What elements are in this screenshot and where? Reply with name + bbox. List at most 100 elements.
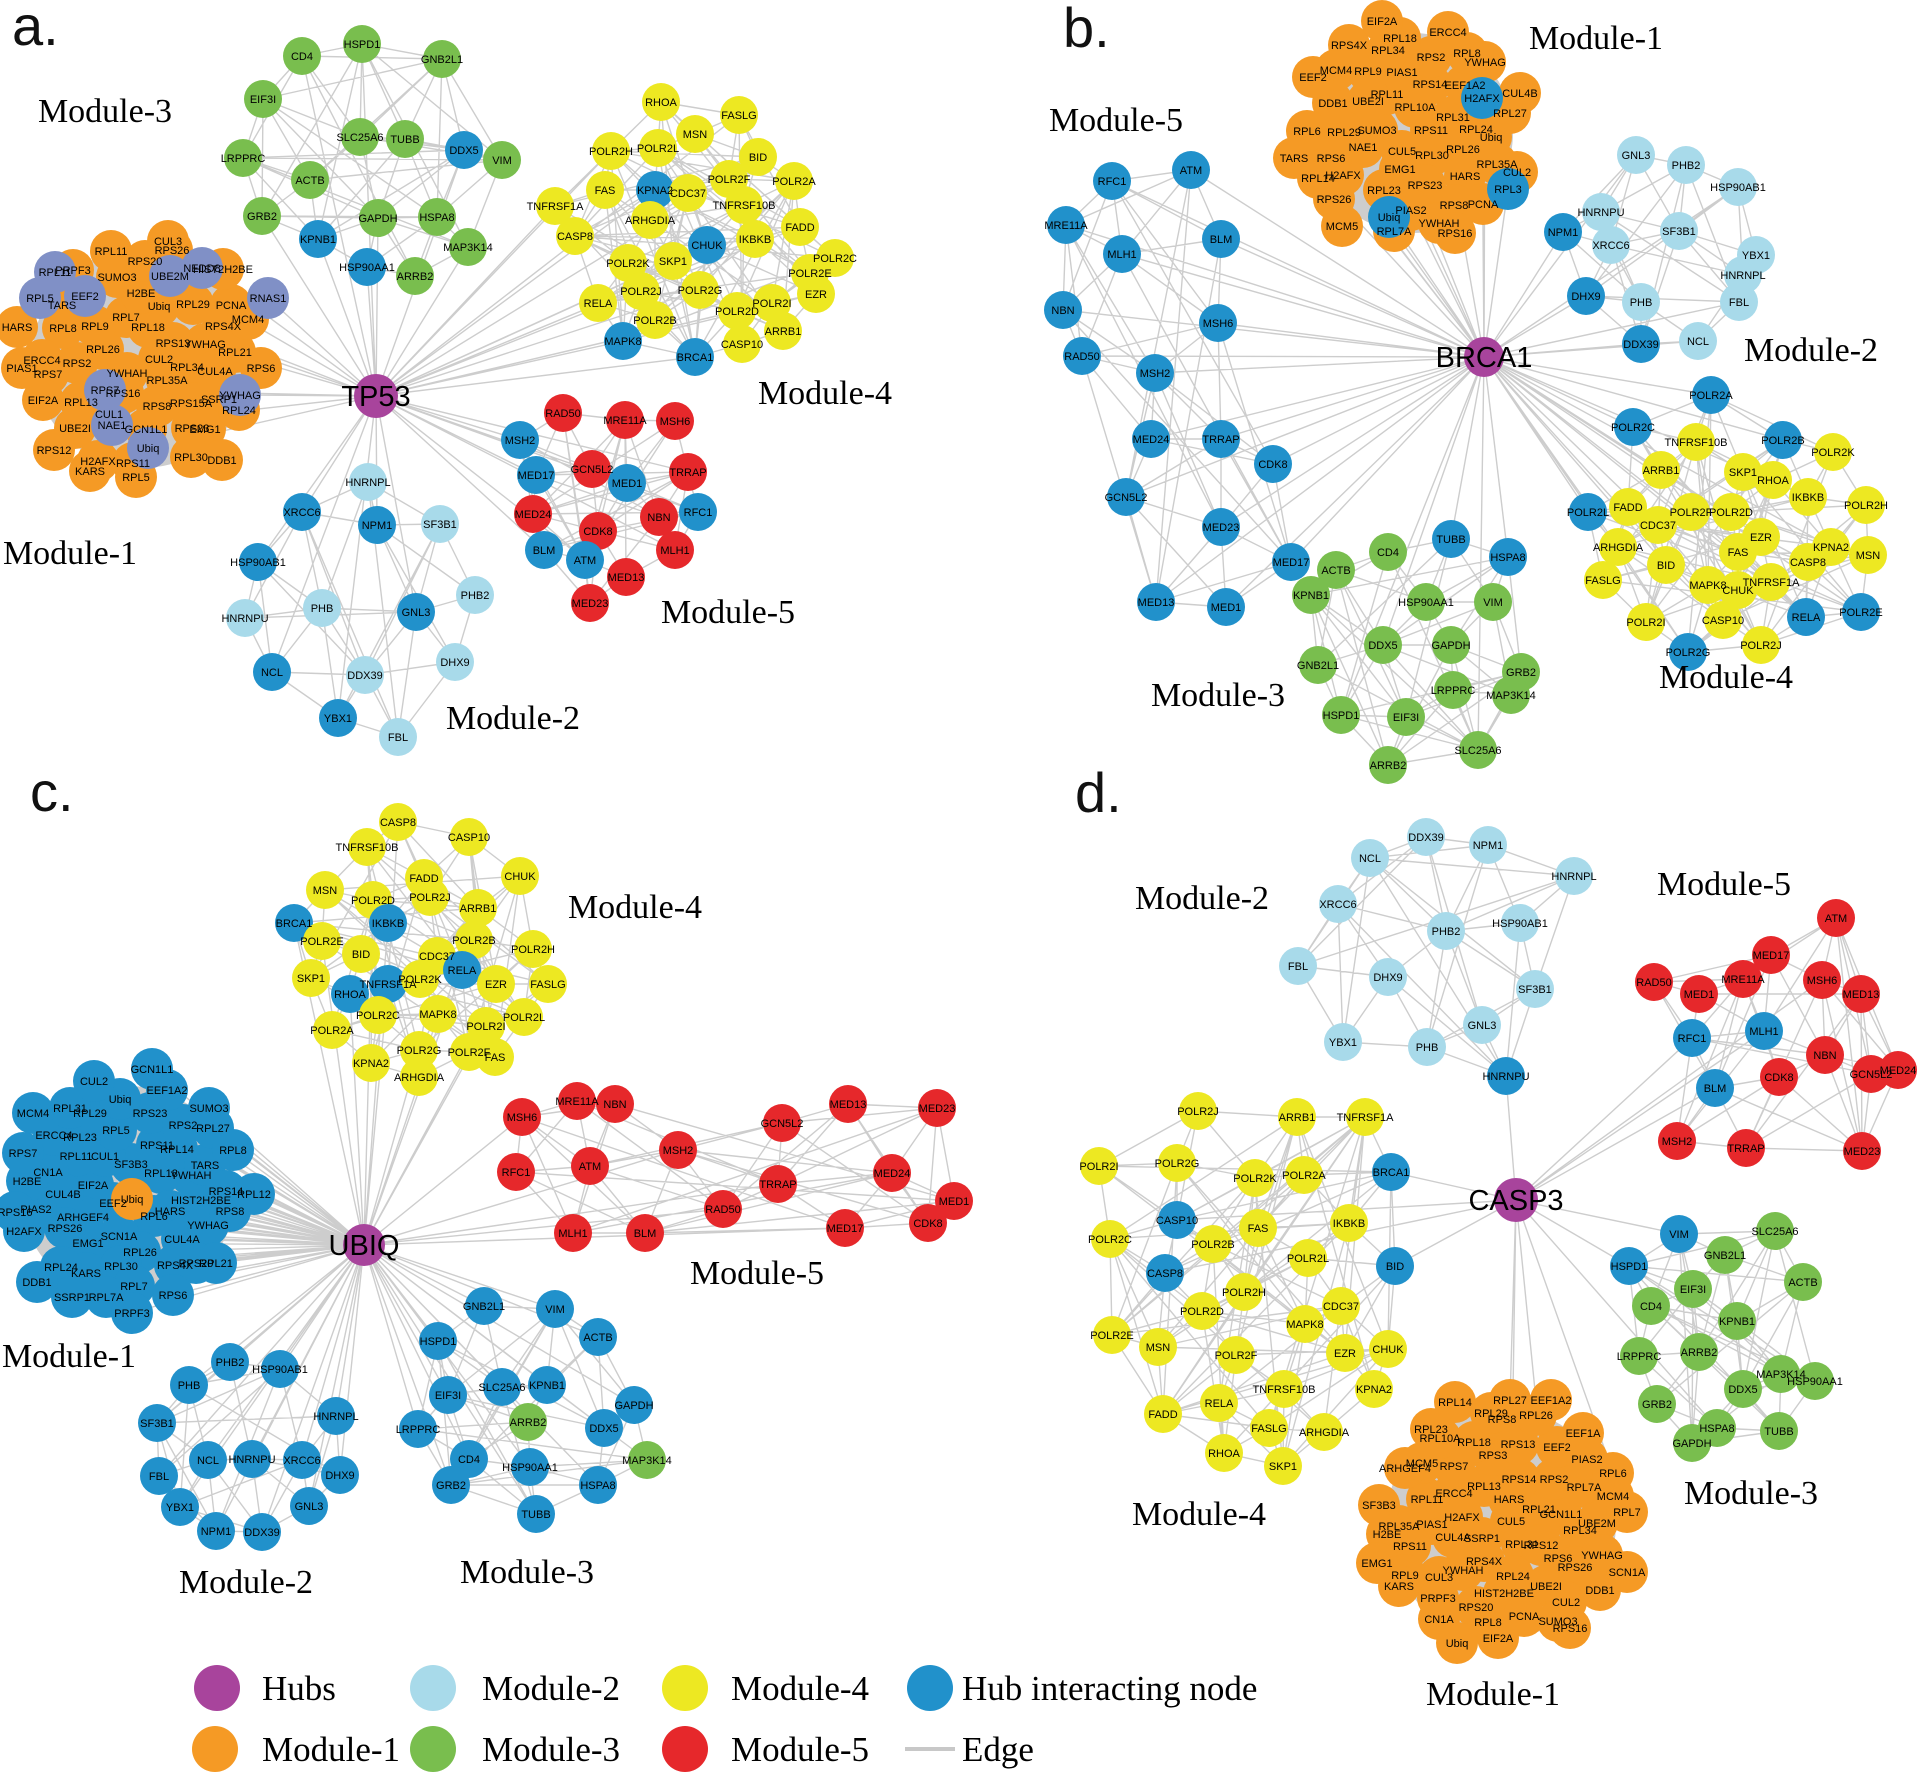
svg-text:GNB2L1: GNB2L1 [421,54,463,66]
svg-text:RPL24: RPL24 [1459,124,1493,136]
svg-text:FASLG: FASLG [1585,575,1620,587]
svg-text:Module-3: Module-3 [1684,1475,1818,1512]
svg-text:KPNA2: KPNA2 [1813,542,1849,554]
svg-text:POLR2L: POLR2L [1567,507,1609,519]
svg-text:MAPK8: MAPK8 [1286,1319,1323,1331]
svg-text:DHX9: DHX9 [1571,291,1600,303]
svg-text:SF3B1: SF3B1 [1518,984,1552,996]
svg-text:FADD: FADD [1613,502,1642,514]
svg-text:GNB2L1: GNB2L1 [1704,1250,1746,1262]
svg-text:YBX1: YBX1 [1742,250,1770,262]
svg-text:RPL13: RPL13 [1467,1481,1501,1493]
svg-text:RFC1: RFC1 [1098,176,1127,188]
svg-text:MED13: MED13 [1843,989,1880,1001]
svg-text:TNFRSF10B: TNFRSF10B [1253,1384,1316,1396]
svg-text:RPL7A: RPL7A [1377,226,1413,238]
svg-text:ATM: ATM [579,1161,601,1173]
svg-text:RPS13: RPS13 [156,338,191,350]
svg-text:MSN: MSN [683,129,708,141]
svg-text:YBX1: YBX1 [324,713,352,725]
svg-text:Ubiq: Ubiq [109,1094,132,1106]
svg-text:RPS15A: RPS15A [170,398,213,410]
svg-text:RPL7A: RPL7A [89,1292,125,1304]
svg-text:HSPD1: HSPD1 [344,39,381,51]
svg-text:ERCC4: ERCC4 [1435,1488,1472,1500]
svg-text:RPL10A: RPL10A [1420,1433,1462,1445]
svg-text:SKP1: SKP1 [1729,467,1757,479]
svg-text:LRPPRC: LRPPRC [1617,1351,1662,1363]
svg-text:RHOA: RHOA [1757,475,1789,487]
svg-text:NPM1: NPM1 [1473,840,1504,852]
svg-text:CUL2: CUL2 [145,354,173,366]
svg-text:Module-5: Module-5 [731,1730,869,1769]
svg-text:EIF2A: EIF2A [28,395,59,407]
svg-text:IKBKB: IKBKB [1333,1218,1365,1230]
svg-text:MCM5: MCM5 [1406,1458,1438,1470]
svg-text:ARRB2: ARRB2 [1681,1347,1718,1359]
svg-text:RPS14: RPS14 [209,1186,244,1198]
svg-text:Module-1: Module-1 [2,1338,136,1375]
svg-text:EIF3I: EIF3I [1680,1284,1706,1296]
svg-text:RPS7: RPS7 [9,1148,38,1160]
svg-text:CASP8: CASP8 [380,817,416,829]
svg-text:YWHAG: YWHAG [187,1220,229,1232]
svg-text:EIF2A: EIF2A [1367,16,1398,28]
svg-text:XRCC6: XRCC6 [283,1455,320,1467]
svg-text:RNAS1: RNAS1 [250,293,287,305]
svg-text:CASP8: CASP8 [1147,1268,1183,1280]
svg-text:POLR2E: POLR2E [788,268,831,280]
svg-text:RPL23: RPL23 [1367,185,1401,197]
svg-text:GRB2: GRB2 [1506,667,1536,679]
svg-text:YWHAG: YWHAG [1464,57,1506,69]
svg-text:CASP10: CASP10 [1702,615,1744,627]
svg-text:TARS: TARS [191,1160,220,1172]
svg-text:TNFRSF10B: TNFRSF10B [336,842,399,854]
svg-text:MCM4: MCM4 [1597,1491,1629,1503]
svg-text:HIST2H2BE: HIST2H2BE [193,264,253,276]
svg-text:RAD50: RAD50 [1064,351,1099,363]
svg-text:PHB: PHB [1416,1042,1439,1054]
svg-text:KPNA2: KPNA2 [637,185,673,197]
svg-text:FAS: FAS [1248,1223,1269,1235]
svg-text:RPL35A: RPL35A [1379,1521,1421,1533]
svg-text:DDX5: DDX5 [1368,640,1397,652]
svg-text:POLR2J: POLR2J [620,286,662,298]
svg-text:RPL29: RPL29 [176,299,210,311]
svg-text:FADD: FADD [409,873,438,885]
svg-text:POLR2F: POLR2F [1215,1350,1258,1362]
svg-text:GCN5L2: GCN5L2 [1105,492,1148,504]
svg-text:RPL23: RPL23 [1414,1424,1448,1436]
svg-text:POLR2A: POLR2A [310,1025,354,1037]
svg-text:GCN1L1: GCN1L1 [1540,1509,1583,1521]
svg-text:BRCA1: BRCA1 [1436,342,1533,374]
svg-text:c.: c. [30,760,74,823]
svg-text:GAPDH: GAPDH [358,213,397,225]
svg-text:EIF2A: EIF2A [78,1180,109,1192]
svg-text:RPL7A: RPL7A [1567,1482,1603,1494]
svg-text:EEF1A2: EEF1A2 [1531,1395,1572,1407]
svg-text:SF3B3: SF3B3 [114,1159,148,1171]
svg-text:PCNA: PCNA [1468,199,1499,211]
svg-text:PRPF3: PRPF3 [55,265,90,277]
svg-text:TNFRSF10B: TNFRSF10B [713,200,776,212]
svg-text:SSRP1: SSRP1 [54,1292,90,1304]
svg-text:ARRB2: ARRB2 [397,271,434,283]
svg-text:CDK8: CDK8 [1258,459,1287,471]
svg-text:CHUK: CHUK [1372,1344,1404,1356]
svg-text:HARS: HARS [1494,1494,1525,1506]
svg-text:IKBKB: IKBKB [739,234,771,246]
svg-text:SCN1A: SCN1A [1609,1567,1646,1579]
svg-text:RPL21: RPL21 [199,1258,233,1270]
svg-text:KPNB1: KPNB1 [1719,1316,1755,1328]
svg-text:H2BE: H2BE [13,1176,42,1188]
svg-text:RFC1: RFC1 [502,1167,531,1179]
svg-text:RPS23: RPS23 [175,423,210,435]
svg-text:Edge: Edge [962,1730,1034,1769]
svg-text:RPL8: RPL8 [1453,48,1481,60]
svg-text:TRRAP: TRRAP [1202,434,1239,446]
svg-text:GRB2: GRB2 [436,1480,466,1492]
svg-text:POLR2L: POLR2L [637,143,679,155]
svg-text:POLR2C: POLR2C [1611,422,1655,434]
svg-text:HSPD1: HSPD1 [1611,1261,1648,1273]
svg-text:SF3B1: SF3B1 [423,519,457,531]
